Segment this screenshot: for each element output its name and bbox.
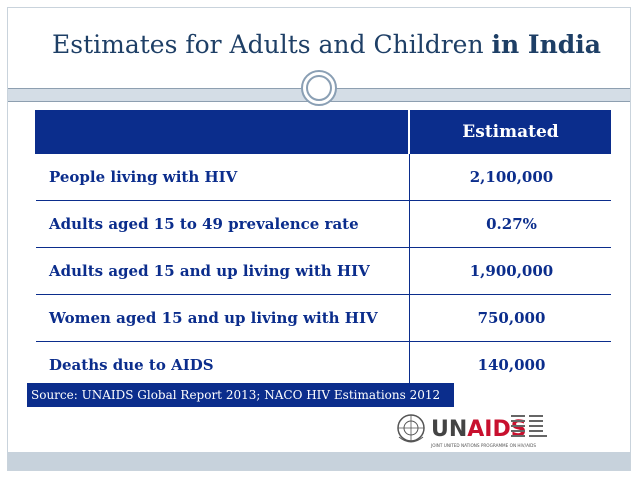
row-label: People living with HIV [49,168,238,186]
bottom-band [8,452,630,470]
cosponsor-list-icon [511,415,547,437]
un-emblem-icon [397,414,425,443]
table-row: Women aged 15 and up living with HIV 750… [36,295,611,342]
header-estimated: Estimated [462,122,559,142]
table-row: Adults aged 15 and up living with HIV 1,… [36,248,611,295]
table-body: People living with HIV 2,100,000 Adults … [35,154,611,389]
row-value: 0.27% [486,215,537,233]
header-separator [408,110,410,154]
page-title: Estimates for Adults and Children in Ind… [52,30,601,59]
cell-separator [409,154,410,201]
source-note: Source: UNAIDS Global Report 2013; NACO … [27,383,454,407]
cell-separator [409,342,410,389]
row-label: Adults aged 15 and up living with HIV [49,262,370,280]
row-value: 1,900,000 [469,262,554,280]
table-header: Estimated [35,110,611,154]
unaids-logo: UNAIDS JOINT UNITED NATIONS PROGRAMME ON… [397,414,547,448]
row-label: Deaths due to AIDS [49,356,214,374]
title-main: Estimates for Adults and Children [52,30,484,59]
row-label: Adults aged 15 to 49 prevalence rate [49,215,359,233]
row-value: 750,000 [477,309,546,327]
slide-frame [7,7,631,471]
divider-ring-inner-icon [306,75,332,101]
cell-separator [409,201,410,248]
title-bold: in India [491,30,601,59]
row-value: 140,000 [477,356,546,374]
cell-separator [409,295,410,342]
row-value: 2,100,000 [469,168,554,186]
estimates-table: Estimated People living with HIV 2,100,0… [35,110,611,389]
table-row: People living with HIV 2,100,000 [36,154,611,201]
cell-separator [409,248,410,295]
logo-tagline: JOINT UNITED NATIONS PROGRAMME ON HIV/AI… [430,443,536,448]
table-row: Adults aged 15 to 49 prevalence rate 0.2… [36,201,611,248]
table-row: Deaths due to AIDS 140,000 [36,342,611,389]
row-label: Women aged 15 and up living with HIV [49,309,378,327]
